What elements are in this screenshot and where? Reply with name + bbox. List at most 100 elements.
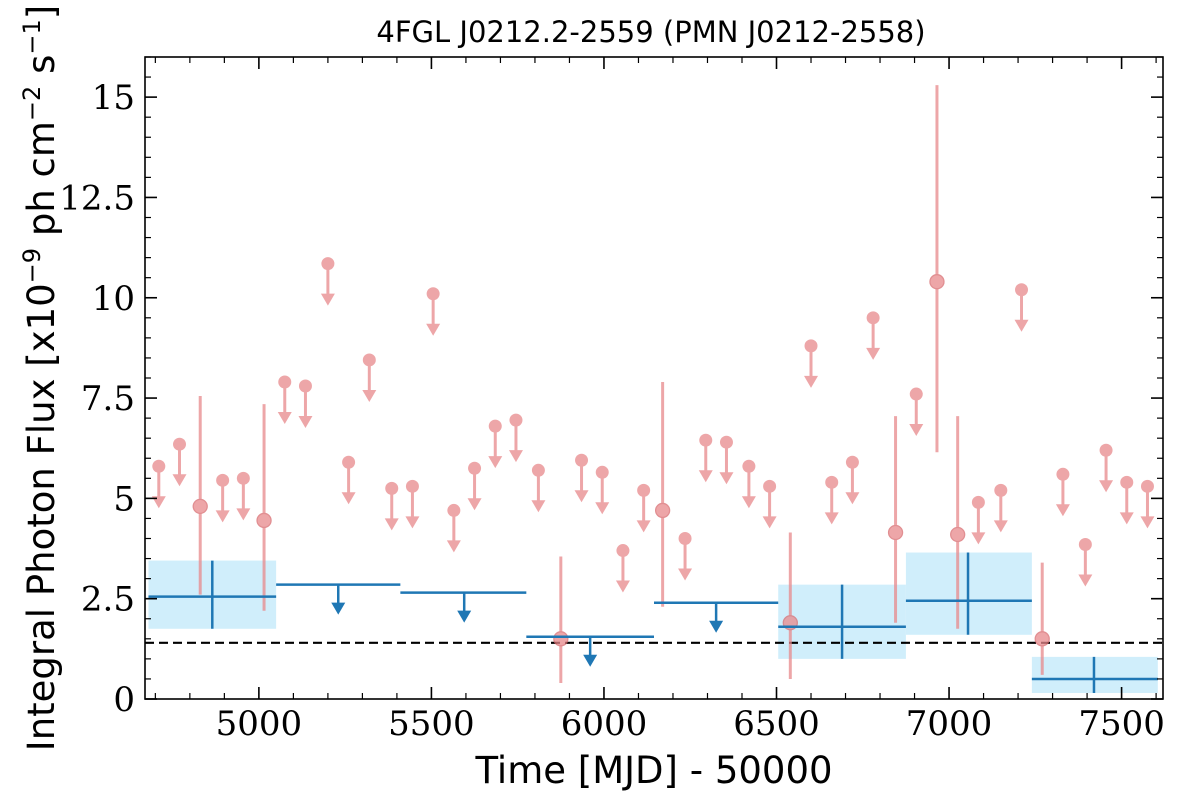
x-tick-label: 6000	[561, 704, 648, 744]
short-bin-upper-limit	[1055, 467, 1070, 517]
upper-limit-arrow	[741, 496, 756, 509]
upper-limit-marker	[763, 479, 777, 493]
upper-limit-arrow	[824, 512, 839, 525]
upper-limit-arrow	[804, 375, 819, 388]
plot-area: 5000 5500 6000 6500 7000 7500 0 2.5 5 7.5 10 12.5 15	[59, 56, 1165, 744]
short-bin-upper-limit	[971, 495, 986, 545]
short-bin-upper-limit	[341, 455, 356, 505]
upper-limit-marker	[994, 483, 1008, 497]
long-bin-detection	[905, 552, 1032, 635]
upper-limit-arrow	[426, 323, 441, 336]
axis-ticks: 5000 5500 6000 6500 7000 7500 0 2.5 5 7.5 10 12.5 15	[59, 56, 1165, 744]
detection-marker	[256, 512, 272, 529]
long-bin-limit-arrow	[709, 620, 724, 633]
upper-limit-arrow	[151, 496, 166, 509]
y-tick-label: 0	[113, 680, 135, 720]
upper-limit-arrow	[341, 492, 356, 505]
detection-marker	[553, 631, 569, 647]
y-label-middle: ph cm	[20, 121, 63, 248]
long-bin-detection	[148, 560, 277, 629]
detection-marker	[887, 524, 904, 541]
short-bin-upper-limit	[595, 465, 610, 515]
upper-limit-arrow	[636, 520, 651, 533]
x-axis-label: Time [MJD] - 50000	[474, 749, 832, 792]
short-bin-upper-limit	[762, 479, 777, 529]
upper-limit-arrow	[298, 416, 313, 429]
short-bin-upper-limit	[277, 375, 292, 425]
short-bin-upper-limit	[1078, 538, 1093, 587]
upper-limit-marker	[278, 375, 292, 389]
upper-limit-marker	[1056, 467, 1070, 481]
x-tick-label: 6500	[733, 704, 820, 744]
short-bin-upper-limit	[1119, 475, 1134, 525]
y-tick-label: 10	[92, 279, 135, 319]
short-bin-upper-limit	[1099, 443, 1114, 493]
long-bin-limit-arrow	[457, 610, 472, 623]
x-tick-label: 5500	[388, 704, 475, 744]
short-bin-upper-limit	[215, 473, 230, 523]
upper-limit-marker	[575, 453, 589, 467]
short-bin-detection	[887, 416, 904, 623]
long-bin-limit-arrow	[331, 602, 346, 615]
short-bin-upper-limit	[236, 471, 251, 521]
upper-limit-marker	[488, 419, 502, 433]
detection-marker	[192, 498, 208, 515]
y-tick-label: 5	[113, 479, 135, 519]
short-bin-upper-limit	[151, 459, 166, 509]
upper-limit-marker	[447, 503, 461, 517]
upper-limit-arrow	[574, 490, 589, 503]
short-bin-upper-limit	[1014, 283, 1029, 332]
upper-limit-marker	[216, 473, 230, 487]
long-bin-detection	[778, 584, 906, 659]
short-bin-detection	[192, 396, 208, 595]
y-label-exp-1: −9	[18, 248, 46, 283]
upper-limit-arrow	[488, 456, 503, 469]
upper-limit-arrow	[1119, 512, 1134, 525]
upper-limit-arrow	[595, 502, 610, 515]
upper-limit-arrow	[845, 492, 860, 505]
short-bin-upper-limit	[362, 353, 377, 402]
upper-limit-arrow	[277, 412, 292, 425]
upper-limit-marker	[866, 311, 880, 325]
short-bin-detection	[553, 556, 569, 683]
short-bin-upper-limit	[446, 503, 461, 553]
upper-limit-arrow	[971, 532, 986, 545]
short-bin-upper-limit	[508, 413, 523, 463]
chart-title: 4FGL J0212.2-2559 (PMN J0212-2558)	[376, 15, 925, 49]
detection-marker	[929, 274, 945, 290]
y-axis-label: Integral Photon Flux [x10−9 ph cm−2 s−1]	[18, 5, 63, 751]
upper-limit-marker	[426, 287, 440, 301]
upper-limit-marker	[678, 532, 692, 545]
long-bin-upper-limit	[526, 635, 654, 667]
upper-limit-marker	[637, 483, 651, 497]
short-bin-upper-limit	[531, 463, 546, 513]
upper-limit-arrow	[678, 568, 693, 581]
upper-limit-arrow	[215, 510, 230, 523]
upper-limit-marker	[152, 459, 166, 473]
short-bin-upper-limit	[384, 481, 399, 531]
long-bin-detection	[1031, 656, 1158, 693]
upper-limit-arrow	[719, 472, 734, 485]
short-bin-upper-limit	[426, 287, 441, 336]
upper-limit-marker	[468, 461, 482, 475]
y-tick-label: 7.5	[81, 379, 135, 419]
upper-limit-arrow	[467, 498, 482, 511]
upper-limit-arrow	[615, 580, 630, 593]
upper-limit-arrow	[866, 347, 881, 360]
x-tick-label: 7000	[906, 704, 993, 744]
short-bin-detection	[256, 404, 272, 611]
upper-limit-marker	[298, 379, 312, 393]
y-label-tail: s	[20, 55, 63, 86]
upper-limit-arrow	[172, 474, 187, 487]
upper-limit-arrow	[909, 424, 924, 437]
upper-limit-arrow	[320, 293, 335, 306]
upper-limit-arrow	[446, 540, 461, 553]
upper-limit-marker	[342, 455, 356, 469]
long-bin-series	[148, 552, 1158, 693]
upper-limit-arrow	[698, 470, 713, 483]
upper-limit-marker	[173, 437, 187, 451]
y-label-exp-3: −1	[18, 19, 46, 54]
short-bin-upper-limit	[741, 459, 756, 509]
upper-limit-arrow	[236, 508, 251, 521]
upper-limit-marker	[1120, 475, 1134, 489]
